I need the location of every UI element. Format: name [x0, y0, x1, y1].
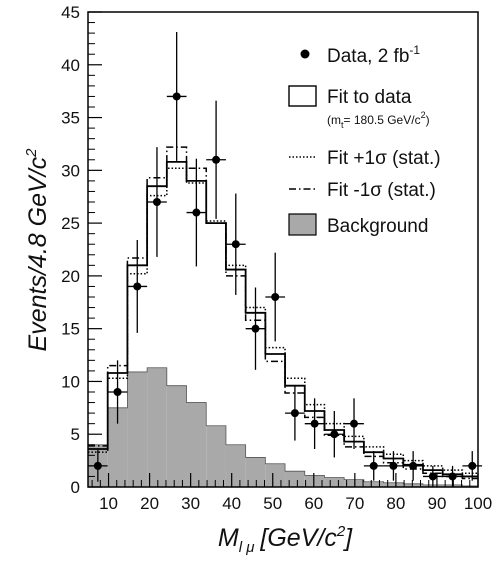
x-tick-label: 70 — [345, 494, 364, 513]
x-tick-label: 30 — [181, 494, 200, 513]
x-axis-title-sub: l μ — [239, 539, 255, 556]
data-point — [133, 282, 142, 291]
x-axis-title-unit: [GeV/c — [259, 524, 337, 552]
background-bar — [166, 385, 187, 487]
background-bar — [324, 477, 345, 487]
x-tick-label: 50 — [263, 494, 282, 513]
legend-fit-sub-sup: 2 — [421, 110, 426, 120]
data-point — [212, 155, 221, 164]
y-tick-label: 30 — [61, 161, 80, 180]
legend-fit-label: Fit to data — [327, 87, 412, 108]
legend-background-swatch — [288, 213, 317, 236]
y-tick-label: 0 — [71, 478, 80, 497]
y-axis-title-sup: 2 — [23, 148, 40, 158]
data-point — [231, 240, 240, 249]
legend-fitplus-label: Fit +1σ (stat.) — [327, 148, 441, 169]
x-axis-title-main: M — [218, 524, 239, 552]
x-tick-label: 10 — [99, 494, 118, 513]
x-axis-title: Ml μ [GeV/c2] — [218, 523, 353, 556]
background-bar — [285, 471, 305, 487]
data-point — [172, 92, 181, 101]
data-point — [369, 461, 378, 470]
data-point — [389, 461, 398, 470]
x-axis-title-unit-sup: 2 — [336, 523, 346, 540]
data-point — [468, 461, 477, 470]
legend-data-name: Data, 2 fb — [327, 46, 409, 67]
legend-fit-sub-close: ) — [426, 113, 430, 127]
x-tick-label: 20 — [140, 494, 159, 513]
background-outline — [88, 367, 478, 487]
data-point — [152, 198, 161, 206]
legend-fitminus-label: Fit -1σ (stat.) — [327, 180, 436, 201]
y-tick-label: 40 — [61, 56, 80, 75]
legend-fit-sub-rest: = 180.5 GeV/c — [344, 113, 421, 127]
plot-frame — [87, 11, 479, 488]
background-bar — [186, 402, 207, 487]
data-point — [310, 419, 319, 428]
data-point — [271, 293, 280, 301]
legend-fit-sublabel: (mt= 180.5 GeV/c2) — [327, 110, 430, 130]
background-bar — [304, 475, 325, 487]
data-point — [93, 461, 102, 470]
legend-data-marker — [300, 49, 310, 59]
y-tick-label: 15 — [61, 320, 80, 339]
background-bar — [107, 407, 128, 487]
legend-fitminus-sigma: σ — [370, 180, 382, 201]
legend-fit-swatch — [288, 85, 317, 107]
data-point — [290, 409, 299, 418]
x-tick-label: 100 — [464, 494, 492, 513]
data-point — [428, 472, 437, 481]
data-point — [350, 419, 359, 428]
background-layer — [88, 367, 478, 487]
background-bar — [206, 425, 226, 487]
x-tick-label: 60 — [304, 494, 323, 513]
legend-fitminus-tail: (stat.) — [382, 180, 436, 201]
x-tick-label: 80 — [386, 494, 405, 513]
y-axis-title: Events/4.8 GeV/c2 — [23, 148, 52, 352]
legend-data-label: Data, 2 fb-1 — [327, 43, 420, 67]
data-point — [192, 208, 201, 217]
data-point — [409, 461, 418, 470]
y-tick-label: 5 — [71, 425, 80, 444]
legend-fitplus-tail: (stat.) — [387, 148, 441, 169]
y-tick-label: 25 — [61, 214, 80, 233]
data-point — [448, 472, 457, 481]
background-bar — [383, 482, 404, 487]
legend-fit-sub-open: (m — [327, 113, 341, 127]
legend-fit-sub-t: t — [341, 120, 344, 130]
ticks-layer: 0 5 10 15 20 25 30 35 40 45 10 20 30 40 50 60 70 80 90 100 — [61, 3, 492, 513]
x-tick-label: 40 — [222, 494, 241, 513]
background-bar — [344, 479, 364, 487]
background-bar — [147, 367, 167, 487]
legend-fitplus-sigma: σ — [375, 148, 387, 169]
y-axis-title-main: Events/4.8 GeV/c — [24, 156, 52, 351]
x-axis-title-unit-close: ] — [342, 524, 353, 552]
legend: Data, 2 fb-1 Fit to data (mt= 180.5 GeV/… — [288, 43, 441, 237]
data-points-layer — [88, 32, 483, 487]
data-point — [113, 388, 122, 396]
y-tick-label: 10 — [61, 372, 80, 391]
background-bar — [245, 457, 266, 487]
y-tick-label: 20 — [61, 267, 80, 286]
legend-data-sup: -1 — [409, 43, 420, 57]
legend-fitminus-name: Fit -1 — [327, 180, 370, 201]
x-tick-label: 90 — [427, 494, 446, 513]
data-point — [251, 324, 260, 333]
background-bar — [363, 481, 384, 487]
legend-background-label: Background — [327, 216, 428, 237]
legend-fitplus-name: Fit +1 — [327, 148, 375, 169]
background-bar — [403, 483, 423, 487]
y-tick-label: 35 — [61, 109, 80, 128]
background-bar — [225, 444, 246, 487]
data-point — [330, 430, 339, 439]
y-tick-label: 45 — [61, 3, 80, 22]
background-bar — [127, 371, 148, 487]
background-bar — [265, 463, 286, 487]
